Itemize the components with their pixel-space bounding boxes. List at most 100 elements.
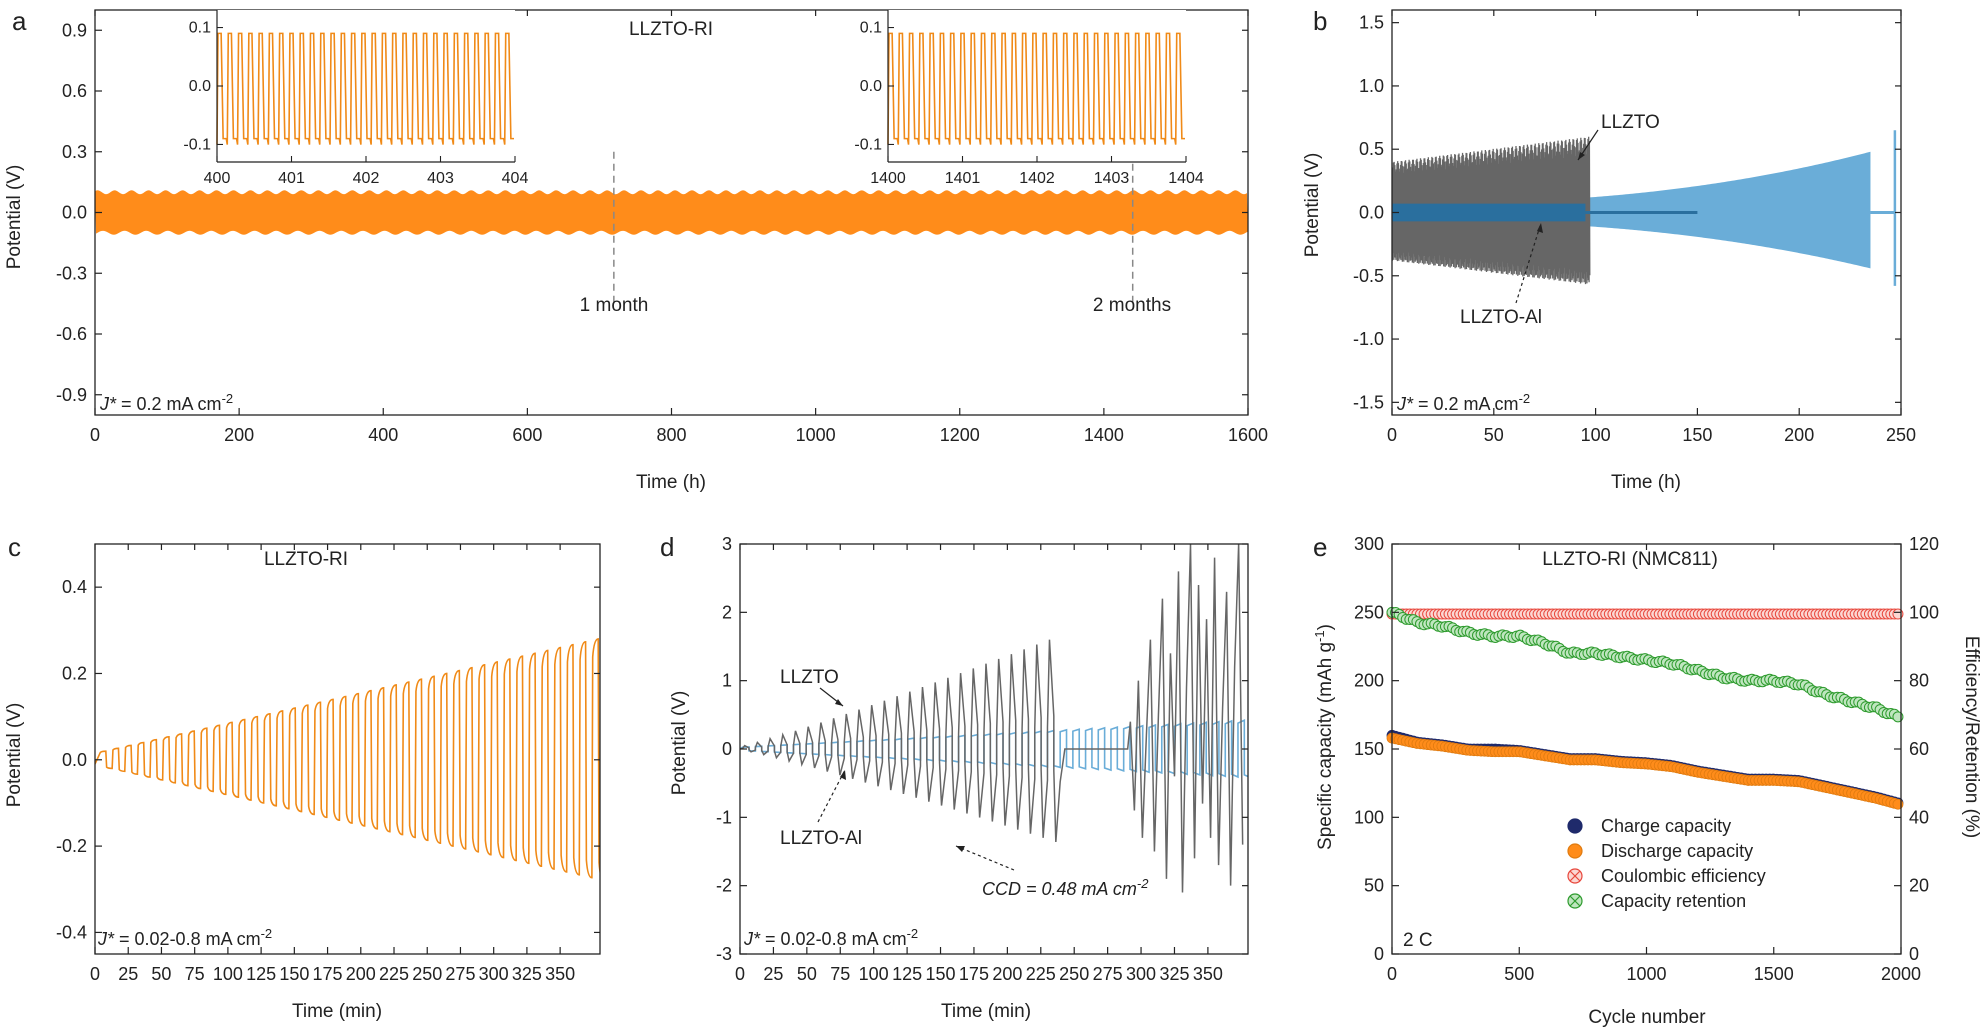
- inset-x-tick-label: 401: [278, 170, 305, 187]
- panel-e-letter: e: [1313, 532, 1327, 562]
- y-tick-label: 1.5: [1359, 13, 1384, 33]
- inset-y-tick-label: -0.1: [854, 136, 882, 153]
- panel-b-llzto-label: LLZTO: [1601, 112, 1660, 133]
- panel-c-xlabel: Time (min): [292, 1001, 382, 1022]
- y-tick-label: 1.0: [1359, 76, 1384, 96]
- y-right-tick-label: 60: [1909, 739, 1929, 759]
- panel-d-plot: [740, 544, 1248, 893]
- x-tick-label: 100: [213, 964, 243, 984]
- panel-d-al-arrowhead: [840, 770, 846, 780]
- x-tick-label: 125: [892, 964, 922, 984]
- y-tick-label: 3: [722, 534, 732, 554]
- legend-label: Charge capacity: [1601, 816, 1731, 836]
- panel-d-llzto-label: LLZTO: [780, 667, 839, 688]
- x-tick-label: 200: [1784, 425, 1814, 445]
- y-right-tick-label: 0: [1909, 944, 1919, 964]
- y-right-tick-label: 100: [1909, 602, 1939, 622]
- x-tick-label: 350: [1193, 964, 1223, 984]
- x-tick-label: 2000: [1881, 964, 1921, 984]
- x-tick-label: 325: [512, 964, 542, 984]
- y-tick-label: 300: [1354, 534, 1384, 554]
- y-tick-label: -2: [716, 876, 732, 896]
- panel-e-ylabel-right: Efficiency/Retention (%): [1961, 636, 1981, 838]
- x-tick-label: 250: [1886, 425, 1916, 445]
- inset-y-tick-label: 0.0: [189, 78, 211, 95]
- inset-x-tick-label: 1402: [1019, 170, 1055, 187]
- x-tick-label: 0: [735, 964, 745, 984]
- x-tick-label: 1500: [1754, 964, 1794, 984]
- panel-e-rate-label: 2 C: [1403, 930, 1433, 951]
- y-tick-label: -1.0: [1353, 329, 1384, 349]
- x-tick-label: 100: [1581, 425, 1611, 445]
- x-tick-label: 200: [224, 425, 254, 445]
- legend-label: Coulombic efficiency: [1601, 866, 1766, 886]
- x-tick-label: 1200: [940, 425, 980, 445]
- y-tick-label: -1: [716, 807, 732, 827]
- y-tick-label: 250: [1354, 602, 1384, 622]
- inset-x-tick-label: 404: [502, 170, 529, 187]
- x-tick-label: 1400: [1084, 425, 1124, 445]
- panel-b-al-arrowhead: [1537, 223, 1543, 233]
- panel-b-al-label: LLZTO-Al: [1460, 307, 1542, 328]
- panel-d-ylabel: Potential (V): [669, 691, 690, 796]
- y-tick-label: 0: [1374, 944, 1384, 964]
- legend-marker: [1567, 843, 1583, 859]
- legend-label: Capacity retention: [1601, 891, 1746, 911]
- panel-d-letter: d: [660, 532, 674, 562]
- panel-d-llzto-arrowhead: [835, 699, 843, 706]
- y-tick-label: 0.0: [62, 750, 87, 770]
- y-right-tick-label: 40: [1909, 807, 1929, 827]
- x-tick-label: 600: [512, 425, 542, 445]
- panel-d-ccd-arrowhead: [956, 846, 965, 852]
- y-tick-label: 0.0: [1359, 203, 1384, 223]
- x-tick-label: 500: [1504, 964, 1534, 984]
- y-tick-label: -0.4: [56, 922, 87, 942]
- x-tick-label: 300: [1126, 964, 1156, 984]
- panel-b-llzto-arrowhead: [1578, 152, 1585, 160]
- panel-c-axes: 0 25 50 75 100 125 150 175 200 225 250 275 300 325 350…: [56, 543, 601, 984]
- x-tick-label: 275: [1093, 964, 1123, 984]
- panel-c-ylabel: Potential (V): [4, 703, 25, 808]
- panel-d-ccd-arrow: [955, 845, 1015, 871]
- y-tick-label: -0.3: [56, 263, 87, 283]
- inset-trace: [887, 32, 1185, 145]
- y-tick-label: 0.3: [62, 142, 87, 162]
- panel-a-title: LLZTO-RI: [629, 19, 713, 40]
- y-tick-label: 200: [1354, 671, 1384, 691]
- x-tick-label: 75: [830, 964, 850, 984]
- y-tick-label: 0.0: [62, 203, 87, 223]
- x-tick-label: 0: [90, 425, 100, 445]
- inset-y-tick-label: 0.1: [189, 20, 211, 37]
- panel-a-current-note: J* = 0.2 mA cm-2: [99, 391, 233, 414]
- y-tick-label: 1: [722, 671, 732, 691]
- x-tick-label: 200: [346, 964, 376, 984]
- x-tick-label: 125: [246, 964, 276, 984]
- series-llzto: [740, 544, 1244, 893]
- panel-b-al-arrow: [1515, 222, 1542, 304]
- y-tick-label: -1.5: [1353, 392, 1384, 412]
- panel-a: a 0 200 400 600 800 1000 1200 1400 1600 -0.9 -0.6 -…: [4, 6, 1268, 493]
- panel-e: e 0 500 1000 1500 20000501001502002503000204…: [1312, 532, 1981, 1028]
- y-tick-label: 2: [722, 602, 732, 622]
- x-tick-label: 150: [926, 964, 956, 984]
- y-tick-label: 100: [1354, 807, 1384, 827]
- panel-d-current-note: J* = 0.02-0.8 mA cm-2: [743, 926, 918, 949]
- panel-a-axes: 0 200 400 600 800 1000 1200 1400 1600 -0.9 -0.6 -0.…: [56, 9, 1268, 445]
- panel-e-axes: 0 500 1000 1500 2000050100150200250300020406…: [1354, 534, 1939, 984]
- x-tick-label: 225: [1026, 964, 1056, 984]
- x-tick-label: 300: [479, 964, 509, 984]
- panel-b-axes: 0 50 100 150 200 250 -1.5 -1.0 -0.5 0.0 0.5 1.0 1.5: [1353, 9, 1916, 445]
- y-tick-label: 0.6: [62, 81, 87, 101]
- panel-e-legend: Charge capacity Discharge capacity Coulomb…: [1567, 816, 1766, 911]
- inset-x-tick-label: 1404: [1168, 170, 1204, 187]
- inset-x-tick-label: 1403: [1094, 170, 1130, 187]
- x-tick-label: 75: [185, 964, 205, 984]
- x-tick-label: 25: [118, 964, 138, 984]
- x-tick-label: 0: [90, 964, 100, 984]
- series-llzto-al-band: [1392, 203, 1586, 222]
- panel-c-letter: c: [8, 532, 21, 562]
- x-tick-label: 350: [545, 964, 575, 984]
- x-tick-label: 50: [151, 964, 171, 984]
- panel-e-title: LLZTO-RI (NMC811): [1542, 549, 1718, 570]
